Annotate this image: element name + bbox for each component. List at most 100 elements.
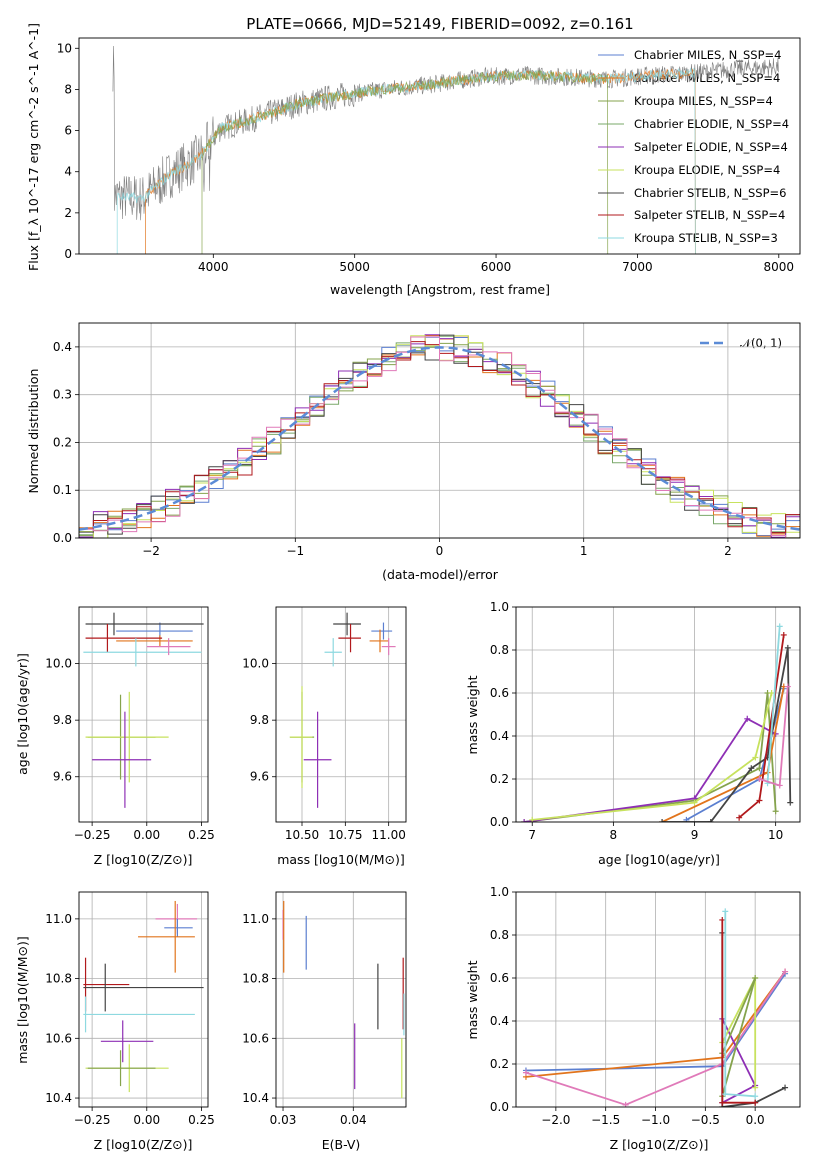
spectrum-title: PLATE=0666, MJD=52149, FIBERID=0092, z=0… bbox=[246, 15, 633, 33]
tick-label-y: 1.0 bbox=[490, 600, 509, 614]
mwage-ylabel: mass weight bbox=[465, 675, 480, 754]
series-marker bbox=[736, 814, 743, 821]
tick-label-x: 5000 bbox=[339, 260, 370, 274]
tick-label-x: 10 bbox=[768, 828, 783, 842]
tick-label-x: 10.75 bbox=[328, 828, 362, 842]
series-marker bbox=[784, 644, 791, 651]
legend-entry-7: Salpeter STELIB, N_SSP=4 bbox=[634, 208, 785, 222]
tick-label-y: 0 bbox=[64, 247, 72, 261]
plot-area-massweight-vs-Z bbox=[522, 908, 789, 1107]
tick-label-y: 0.6 bbox=[490, 686, 509, 700]
massZ-ylabel: mass [log10(M/M⊙)] bbox=[15, 936, 30, 1064]
residuals-ylabel: Normed distribution bbox=[26, 369, 41, 494]
tick-label-x: −2 bbox=[142, 544, 160, 558]
histogram-step bbox=[79, 336, 800, 538]
legend-entry-6: Chabrier STELIB, N_SSP=6 bbox=[634, 186, 786, 200]
legend-entry-0: Chabrier MILES, N_SSP=4 bbox=[634, 48, 781, 62]
tick-label-x: 0.04 bbox=[340, 1113, 367, 1127]
tick-label-y: 10.8 bbox=[242, 972, 269, 986]
series-marker bbox=[522, 1069, 529, 1076]
tick-label-x: 8 bbox=[610, 828, 618, 842]
tick-label-x: 2 bbox=[724, 544, 732, 558]
spectrum-ylabel: Flux [f_λ 10^-17 erg cm^-2 s^-1 A^-1] bbox=[26, 23, 41, 271]
series-marker bbox=[722, 1091, 729, 1098]
tick-label-y: 0.2 bbox=[490, 1057, 509, 1071]
series-marker bbox=[748, 765, 755, 772]
series-marker bbox=[752, 1093, 759, 1100]
series-marker bbox=[782, 1084, 789, 1091]
tick-label-y: 0.0 bbox=[490, 815, 509, 829]
panel-age-vs-Z: −0.25 0.00 0.25 9.6 9.8 10.0 bbox=[45, 606, 215, 842]
tick-label-x: −1 bbox=[286, 544, 304, 558]
series-line bbox=[662, 647, 792, 822]
tick-label-y: 2 bbox=[64, 206, 72, 220]
tick-label-y: 0.3 bbox=[53, 388, 72, 402]
series-marker bbox=[780, 631, 787, 638]
series-line bbox=[532, 692, 773, 821]
series-marker bbox=[719, 1099, 726, 1106]
residuals-xlabel: (data-model)/error bbox=[382, 567, 499, 582]
plot-area-mass-vs-EBV bbox=[282, 900, 405, 1099]
tick-label-y: 10.0 bbox=[45, 657, 72, 671]
panel-mass-vs-EBV: 0.03 0.04 10.4 10.6 10.8 11.0 bbox=[242, 891, 407, 1127]
tick-label-y: 11.0 bbox=[242, 912, 269, 926]
tick-label-y: 0.0 bbox=[53, 531, 72, 545]
tick-label-y: 10.8 bbox=[45, 972, 72, 986]
panel-massweight-vs-Z: −2.0 −1.5 −1.0 −0.5 0.0 0.0 0.2 0.4 0.6 0.8 1.0 bbox=[490, 885, 801, 1127]
tick-label-y: 6 bbox=[64, 124, 72, 138]
series-marker bbox=[659, 819, 666, 822]
panel-age-vs-mass: 10.50 10.75 11.00 9.6 9.8 10.0 bbox=[242, 606, 407, 842]
tick-label-x: 0.03 bbox=[270, 1113, 297, 1127]
tick-label-x: 4000 bbox=[198, 260, 229, 274]
series-marker bbox=[752, 1084, 759, 1091]
tick-label-x: 1 bbox=[580, 544, 588, 558]
series-marker bbox=[784, 683, 791, 690]
tick-label-y: 10.6 bbox=[45, 1031, 72, 1045]
series-marker bbox=[752, 754, 759, 761]
legend-entry-2: Kroupa MILES, N_SSP=4 bbox=[634, 94, 773, 108]
tick-label-x: −2.0 bbox=[541, 1113, 570, 1127]
tick-label-x: 0.0 bbox=[746, 1113, 765, 1127]
axes-frame bbox=[515, 891, 801, 1108]
tick-label-x: 6000 bbox=[481, 260, 512, 274]
tick-label-y: 0.4 bbox=[490, 1014, 509, 1028]
panel-residuals: −2 −1 0 1 2 0.0 0.1 0.2 0.3 0.4 bbox=[53, 322, 801, 558]
ageZ-ylabel: age [log10(age/yr)] bbox=[15, 653, 30, 775]
series-line bbox=[766, 626, 781, 784]
tick-label-x: 0.00 bbox=[133, 1113, 160, 1127]
model-spectrum-line bbox=[145, 68, 696, 254]
tick-label-x: −1.0 bbox=[641, 1113, 670, 1127]
axes-frame bbox=[275, 606, 407, 823]
plot-area-residuals bbox=[79, 334, 800, 538]
series-line bbox=[523, 717, 777, 822]
tick-label-x: 11.00 bbox=[371, 828, 405, 842]
tick-label-y: 0.6 bbox=[490, 971, 509, 985]
panel-massweight-vs-age: 7 8 9 10 0.0 0.2 0.4 0.6 0.8 1.0 bbox=[490, 600, 801, 842]
tick-label-y: 10 bbox=[57, 41, 72, 55]
spectrum-xlabel: wavelength [Angstrom, rest frame] bbox=[330, 282, 550, 297]
mwZ-xlabel: Z [log10(Z/Z⊙)] bbox=[610, 1137, 709, 1152]
tick-label-y: 11.0 bbox=[45, 912, 72, 926]
tick-label-y: 9.6 bbox=[250, 770, 269, 784]
tick-label-x: 0.25 bbox=[188, 828, 215, 842]
series-marker bbox=[782, 968, 789, 975]
series-line bbox=[525, 970, 786, 1106]
series-line bbox=[721, 977, 757, 1097]
tick-label-x: −1.5 bbox=[591, 1113, 620, 1127]
normal-legend-label: 𝒩(0, 1) bbox=[740, 336, 782, 350]
series-marker bbox=[787, 799, 794, 806]
series-marker bbox=[756, 776, 763, 782]
axes-frame bbox=[515, 606, 801, 823]
axes-frame bbox=[78, 606, 209, 823]
massebv-xlabel: E(B-V) bbox=[322, 1137, 361, 1152]
mwZ-ylabel: mass weight bbox=[465, 960, 480, 1039]
legend-entry-5: Kroupa ELODIE, N_SSP=4 bbox=[634, 163, 780, 177]
plot-area-massweight-vs-age bbox=[521, 623, 794, 822]
series-marker bbox=[752, 1099, 759, 1106]
tick-label-x: 7 bbox=[528, 828, 536, 842]
panel-mass-vs-Z: −0.25 0.00 0.25 10.4 10.6 10.8 11.0 bbox=[45, 891, 215, 1127]
legend-entry-4: Salpeter ELODIE, N_SSP=4 bbox=[634, 140, 788, 154]
massZ-xlabel: Z [log10(Z/Z⊙)] bbox=[94, 1137, 193, 1152]
series-marker bbox=[707, 819, 714, 822]
tick-label-x: −0.25 bbox=[74, 1113, 111, 1127]
